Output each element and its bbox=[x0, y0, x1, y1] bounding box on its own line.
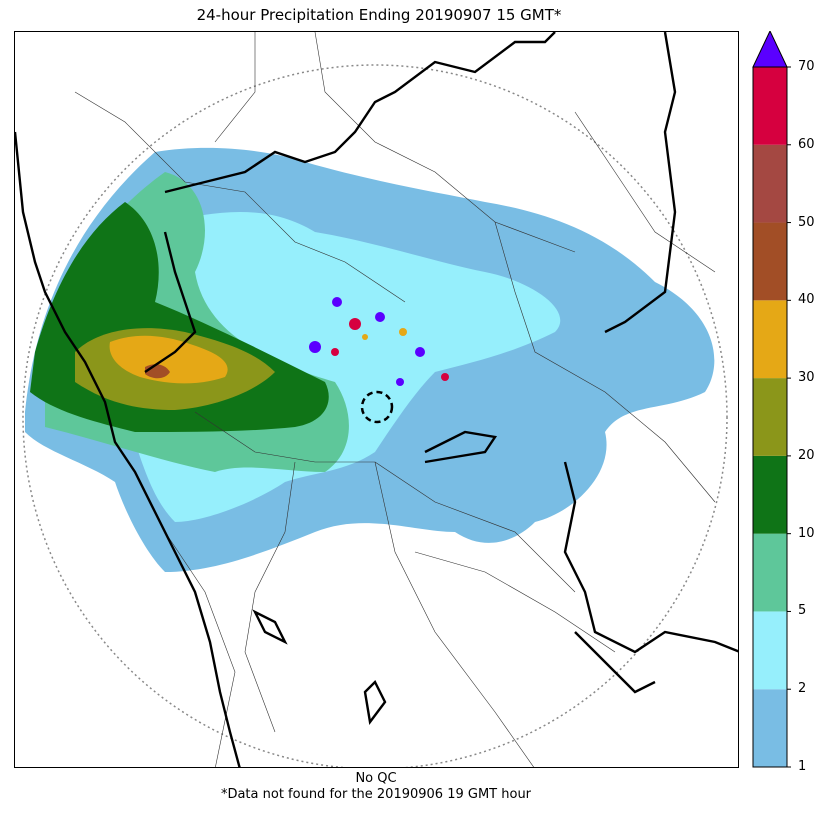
state-boundaries bbox=[15, 32, 738, 767]
precip-band-30-40 bbox=[109, 335, 228, 384]
precipitation-field bbox=[25, 147, 715, 573]
colorbar-segment bbox=[753, 533, 787, 612]
colorbar-segment bbox=[753, 222, 787, 301]
colorbar-segment bbox=[753, 689, 787, 767]
colorbar-tick-label: 10 bbox=[798, 525, 815, 541]
radar-range-ring bbox=[22, 64, 728, 767]
map-title: 24-hour Precipitation Ending 20190907 15… bbox=[196, 6, 562, 24]
convective-cells bbox=[309, 297, 449, 386]
colorbar-overflow-arrow bbox=[752, 31, 788, 68]
colorbar-tick-label: 50 bbox=[798, 214, 815, 230]
map-canvas bbox=[15, 32, 738, 767]
colorbar-tick-label: 40 bbox=[798, 292, 815, 308]
colorbar-tick-label: 70 bbox=[798, 59, 815, 74]
colorbar bbox=[752, 31, 791, 768]
colorbar-segment bbox=[753, 300, 787, 379]
colorbar-tick-label: 2 bbox=[798, 681, 807, 697]
colorbar-segment bbox=[753, 611, 787, 690]
district-boundaries bbox=[74, 32, 716, 767]
precipitation-map bbox=[14, 31, 739, 768]
colorbar-segment bbox=[753, 67, 787, 145]
colorbar-frame bbox=[752, 66, 788, 768]
colorbar-tick-label: 30 bbox=[798, 370, 815, 386]
missing-data-note: *Data not found for the 20190906 19 GMT … bbox=[220, 787, 532, 802]
colorbar-segment bbox=[753, 378, 787, 456]
colorbar-tick-label: 1 bbox=[798, 759, 807, 774]
colorbar-tick-label: 5 bbox=[798, 603, 807, 619]
qc-note: No QC bbox=[355, 771, 397, 786]
colorbar-tick-label: 60 bbox=[798, 136, 815, 152]
colorbar-segment bbox=[753, 144, 787, 223]
radar-site-marker bbox=[360, 390, 394, 424]
colorbar-segment bbox=[753, 455, 787, 534]
colorbar-tick-label: 20 bbox=[798, 447, 815, 463]
